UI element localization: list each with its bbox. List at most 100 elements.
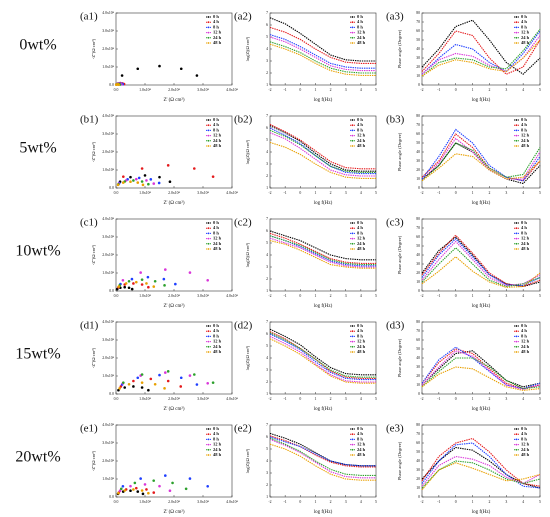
x-tick-label: 5 xyxy=(539,397,541,401)
y-tick-label: 50 xyxy=(416,38,420,42)
x-tick-label: 2 xyxy=(488,294,490,298)
legend-label: 0 h xyxy=(521,323,527,328)
legend-label: 0 h xyxy=(213,323,219,328)
series-line xyxy=(421,437,541,487)
y-tick-label: 2.0x10⁴ xyxy=(102,47,114,51)
legend-marker xyxy=(207,248,210,250)
y-tick-label: 0 xyxy=(418,289,420,293)
data-point xyxy=(193,373,196,376)
y-axis-label: log|Z|(Ω cm²) xyxy=(245,36,250,61)
x-tick-label: -2 xyxy=(420,88,423,92)
y-tick-label: 5 xyxy=(266,447,268,451)
y-tick-label: 50 xyxy=(416,244,420,248)
legend-label: 4 h xyxy=(213,431,219,436)
y-tick-label: 2 xyxy=(266,174,268,178)
legend-label: 8 h xyxy=(521,24,527,29)
y-tick-label: 30 xyxy=(416,468,420,472)
x-tick-label: 1.0x10⁴ xyxy=(139,191,151,195)
series-line xyxy=(269,129,376,173)
legend-marker xyxy=(207,448,210,451)
y-tick-label: 4.0x10⁴ xyxy=(102,11,114,15)
data-point xyxy=(149,178,153,181)
series-line xyxy=(421,137,541,182)
series-line xyxy=(421,142,541,182)
data-point xyxy=(206,381,209,385)
y-axis-label: -Z''(Ω cm²) xyxy=(91,347,96,368)
data-point xyxy=(122,381,125,384)
legend-label: 24 h xyxy=(213,241,222,246)
y-tick-label: 10 xyxy=(416,177,420,181)
y-tick-label: 3.0x10⁴ xyxy=(102,235,114,239)
legend-marker xyxy=(207,42,210,44)
legend-label: 4 h xyxy=(521,431,527,436)
panel: (e2) log f(Hz) log|Z|(Ω cm²) -2 -1 0 1 2 3 4 5 1 2 3 4… xyxy=(234,423,377,516)
panel-label: (d1) xyxy=(80,320,99,332)
data-point xyxy=(145,282,148,285)
series-line xyxy=(421,442,541,489)
x-tick-label: -2 xyxy=(268,500,271,504)
y-tick-label: 20 xyxy=(416,374,420,378)
data-point xyxy=(140,373,144,376)
legend-marker xyxy=(351,227,354,230)
data-point xyxy=(133,481,137,485)
legend-marker xyxy=(515,31,518,34)
y-axis-label: -Z''(Ω cm²) xyxy=(91,141,96,162)
legend-label: 0 h xyxy=(357,220,363,225)
data-point xyxy=(132,379,135,383)
legend-label: 4 h xyxy=(521,328,527,333)
x-tick-label: -2 xyxy=(268,88,271,92)
x-axis-label: Z' (Ω cm²) xyxy=(163,200,184,206)
x-tick-label: 2 xyxy=(488,500,490,504)
x-tick-label: -2 xyxy=(420,500,423,504)
legend-marker xyxy=(515,433,518,436)
series-line xyxy=(421,357,541,390)
legend-label: 0 h xyxy=(357,117,363,122)
legend-label: 8 h xyxy=(357,24,363,29)
panel-label: (c2) xyxy=(234,217,252,229)
row-label: 20wt% xyxy=(15,449,60,466)
data-point xyxy=(145,488,148,491)
x-tick-label: 0 xyxy=(455,397,457,401)
y-tick-label: 80 xyxy=(416,11,420,15)
data-point xyxy=(135,280,138,284)
data-point xyxy=(137,176,141,180)
legend-marker xyxy=(207,36,210,39)
series-line xyxy=(421,460,541,489)
data-point xyxy=(130,277,134,281)
y-tick-label: 30 xyxy=(416,159,420,163)
series-line xyxy=(421,238,541,287)
data-point xyxy=(123,489,126,492)
x-tick-label: 4 xyxy=(522,500,524,504)
data-point xyxy=(123,386,126,389)
x-tick-label: 1 xyxy=(472,500,474,504)
data-point xyxy=(120,74,124,77)
series-line xyxy=(269,26,376,64)
legend-marker xyxy=(207,433,210,436)
x-axis-label: log f(Hz) xyxy=(472,407,491,412)
x-tick-label: 3 xyxy=(345,294,347,298)
legend-label: 4 h xyxy=(357,122,363,127)
y-tick-label: 7 xyxy=(266,320,268,324)
y-tick-label: 0.0 xyxy=(109,392,114,396)
series-line xyxy=(421,133,541,182)
legend-label: 24 h xyxy=(213,35,222,40)
legend-label: 8 h xyxy=(357,230,363,235)
legend-marker xyxy=(207,16,210,18)
data-point xyxy=(121,278,125,282)
legend-label: 8 h xyxy=(521,333,527,338)
x-tick-label: 3 xyxy=(505,500,507,504)
legend-label: 12 h xyxy=(213,236,222,241)
legend-marker xyxy=(351,124,354,127)
y-tick-label: 3 xyxy=(266,265,268,269)
data-point xyxy=(140,180,144,183)
legend-label: 12 h xyxy=(357,133,366,138)
x-tick-label: 2 xyxy=(330,88,332,92)
legend-marker xyxy=(351,325,354,327)
y-tick-label: 1.0x10⁴ xyxy=(102,271,114,275)
legend-marker xyxy=(515,345,518,348)
y-tick-label: 80 xyxy=(416,423,420,427)
x-tick-label: 3 xyxy=(345,191,347,195)
y-axis-label: log|Z|(Ω cm²) xyxy=(245,139,250,164)
legend-marker xyxy=(515,428,518,430)
x-tick-label: 2.0x10⁴ xyxy=(168,88,180,92)
